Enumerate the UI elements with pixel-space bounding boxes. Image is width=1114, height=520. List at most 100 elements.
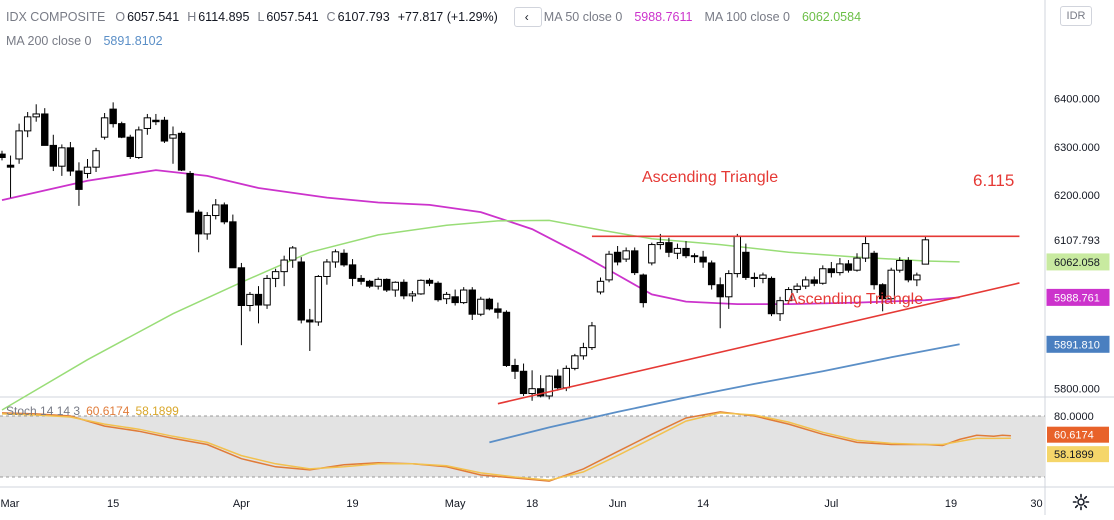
candle (203, 215, 211, 235)
candle (331, 251, 340, 263)
candle (485, 298, 494, 310)
candle (861, 243, 870, 259)
candle (15, 130, 23, 160)
candle (41, 113, 49, 146)
candle (836, 263, 844, 274)
time-tick-label: Jun (609, 498, 627, 510)
ma200-value: 5891.8102 (103, 34, 163, 48)
candle (776, 300, 784, 315)
stoch-k-value: 60.6174 (86, 404, 130, 418)
time-tick-label: May (445, 498, 466, 510)
candle (742, 251, 750, 278)
candle (468, 289, 476, 315)
settings-button[interactable] (1072, 493, 1090, 511)
candle (716, 284, 724, 298)
candle (254, 293, 263, 306)
candle (365, 280, 374, 287)
candle (6, 164, 15, 168)
ma100-value: 6062.0584 (801, 10, 862, 24)
candle (314, 275, 323, 323)
candle (784, 289, 793, 302)
candle (665, 242, 673, 253)
candle (596, 280, 605, 293)
candle (237, 267, 246, 307)
candle (878, 284, 887, 300)
candle (391, 281, 400, 291)
ma200-label[interactable]: MA 200 close 0 (6, 34, 92, 48)
candle (733, 235, 741, 275)
candle (177, 132, 186, 171)
collapse-legend-button[interactable]: ‹ (513, 7, 542, 27)
candle (896, 260, 904, 271)
candle (579, 347, 588, 357)
stoch-badge-label: 60.6174 (1054, 430, 1094, 442)
stoch-tick-label: 80.0000 (1054, 411, 1094, 423)
candle (152, 119, 160, 123)
time-tick-label: 14 (697, 498, 709, 510)
stoch-badge (1047, 446, 1109, 463)
candle (118, 123, 126, 138)
candle (220, 204, 229, 223)
ohlc-legend: IDX COMPOSITE O 6057.541 H 6114.895 L 6057.… (6, 7, 863, 27)
candle (66, 147, 75, 172)
ma200-line (489, 343, 960, 444)
candle (49, 144, 57, 167)
time-tick-label: Apr (233, 498, 250, 510)
low-label: L (257, 10, 265, 24)
candle (340, 252, 348, 266)
ma50-line (1, 169, 960, 305)
currency-selector[interactable]: IDR (1060, 6, 1092, 26)
candle (58, 147, 66, 167)
candle (323, 261, 331, 277)
candle (263, 277, 271, 306)
price-tick-label: 6200.000 (1054, 190, 1100, 202)
candle (348, 264, 357, 279)
candle (160, 119, 169, 142)
chevron-left-icon: ‹ (524, 10, 529, 24)
resistance-annotation: Ascending Triangle (642, 169, 778, 186)
candle (212, 204, 220, 217)
candle (631, 250, 639, 274)
candle (870, 252, 878, 286)
price-badge-label: 5988.761 (1054, 292, 1100, 304)
time-tick-label: 18 (526, 498, 538, 510)
candle (169, 134, 177, 139)
support-line (497, 282, 1020, 405)
candle (528, 388, 536, 395)
candle (913, 274, 921, 281)
ma50-label[interactable]: MA 50 close 0 (543, 10, 623, 24)
close-label: C (326, 10, 336, 24)
ma50-value: 5988.7611 (634, 10, 693, 24)
candle (511, 364, 519, 372)
gear-icon (1072, 493, 1090, 511)
candles (0, 102, 930, 401)
price-badge (1046, 335, 1110, 353)
change-value: +77.817 (+1.29%) (397, 10, 498, 24)
price-tick-label: 5800.000 (1054, 384, 1100, 396)
candle (759, 274, 767, 279)
candle (32, 113, 40, 118)
candle (494, 308, 502, 313)
candle (690, 255, 699, 258)
support-annotation: Ascending Triangle (787, 291, 923, 308)
candle (682, 247, 690, 257)
candle (280, 259, 288, 273)
price-badge-label: 6062.058 (1054, 257, 1100, 269)
candle (100, 117, 109, 138)
stoch-label[interactable]: Stoch 14 14 3 (6, 404, 81, 418)
candle (588, 325, 596, 349)
candle (194, 211, 203, 235)
candle (725, 273, 733, 298)
candle (605, 253, 613, 281)
candle (126, 136, 134, 158)
candle (819, 268, 827, 284)
candle (143, 117, 152, 129)
candle (699, 256, 707, 263)
price-badge-label: 5891.810 (1054, 339, 1100, 351)
candle (434, 282, 442, 301)
candle (519, 370, 528, 395)
ma100-label[interactable]: MA 100 close 0 (704, 10, 790, 24)
symbol-name[interactable]: IDX COMPOSITE (6, 10, 106, 24)
